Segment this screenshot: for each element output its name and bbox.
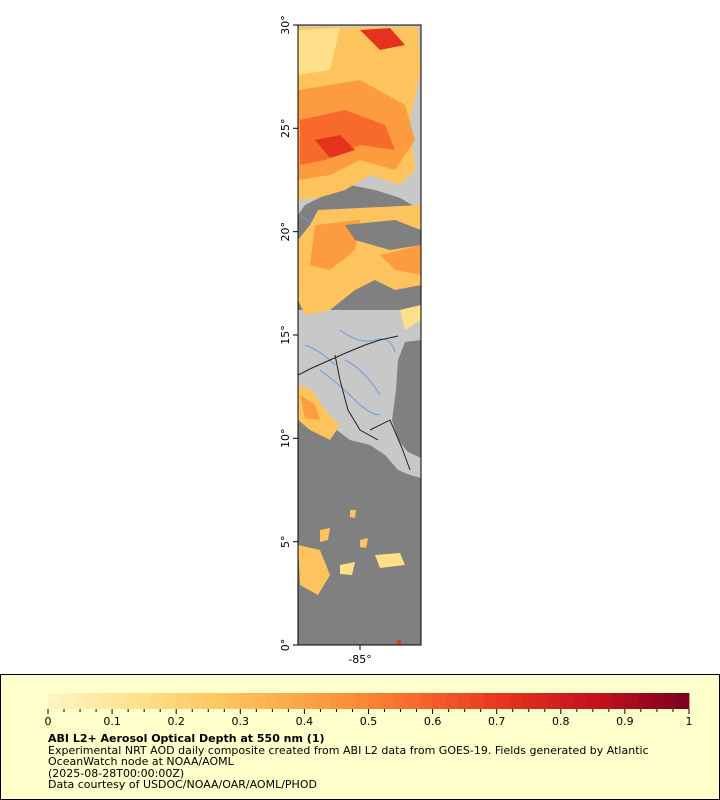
colorbar-cell [240, 693, 254, 709]
colorbar-cell [124, 693, 139, 709]
colorbar-cell [394, 693, 408, 709]
colorbar-cell [535, 693, 549, 709]
lat-tick-30: 30° [279, 15, 292, 35]
colorbar-cell [342, 693, 357, 709]
lat-tick-15: 15° [279, 325, 292, 345]
colorbar-cell [112, 693, 126, 709]
colorbar: 0 0.1 0.2 0.3 0.4 0.5 0.6 0.7 0.8 0.9 1 [45, 693, 693, 728]
colorbar-tick-label: 0.3 [232, 715, 250, 728]
colorbar-cell [522, 693, 536, 709]
colorbar-cell [560, 693, 575, 709]
colorbar-cell [509, 693, 523, 709]
colorbar-cell [471, 693, 485, 709]
colorbar-cell [573, 693, 587, 709]
colorbar-cell [278, 693, 292, 709]
colorbar-tick-label: 0 [45, 715, 52, 728]
colorbar-cells [48, 693, 690, 709]
colorbar-cell [214, 693, 228, 709]
lon-tick-minus85: -85° [348, 653, 371, 666]
colorbar-tick-label: 0.5 [360, 715, 378, 728]
lat-tick-20: 20° [279, 222, 292, 242]
colorbar-tick-label: 0.2 [167, 715, 185, 728]
colorbar-cell [599, 693, 613, 709]
colorbar-cell [676, 693, 690, 709]
colorbar-cell [663, 693, 677, 709]
colorbar-cell [624, 693, 639, 709]
colorbar-tick-label: 0.7 [488, 715, 506, 728]
colorbar-cell [483, 693, 498, 709]
colorbar-cell [368, 693, 382, 709]
colorbar-cell [253, 693, 267, 709]
lat-tick-25: 25° [279, 119, 292, 139]
map-figure: 0° 5° 10° 15° 20° 25° 30° -85° [279, 15, 422, 666]
colorbar-cell [419, 693, 433, 709]
colorbar-tick-label: 0.4 [296, 715, 314, 728]
colorbar-cell [445, 693, 459, 709]
colorbar-cell [137, 693, 151, 709]
colorbar-cell [650, 693, 664, 709]
colorbar-cell [586, 693, 600, 709]
colorbar-cell [406, 693, 421, 709]
lat-tick-5: 5° [279, 535, 292, 548]
legend-panel: 0 0.1 0.2 0.3 0.4 0.5 0.6 0.7 0.8 0.9 1 ABI L2+ Ae… [0, 674, 720, 800]
colorbar-cell [304, 693, 318, 709]
colorbar-cell [637, 693, 651, 709]
colorbar-cell [201, 693, 216, 709]
country-borders [298, 335, 411, 471]
colorbar-cell [73, 693, 87, 709]
colorbar-cell [458, 693, 472, 709]
map-plot-area [298, 25, 421, 645]
lat-axis: 0° 5° 10° 15° 20° 25° 30° [279, 15, 298, 651]
colorbar-cell [291, 693, 305, 709]
colorbar-cell [317, 693, 331, 709]
land-central-america [298, 310, 421, 478]
colorbar-cell [176, 693, 190, 709]
colorbar-tick-label: 0.9 [616, 715, 634, 728]
colorbar-cell [265, 693, 280, 709]
colorbar-tick-label: 1 [686, 715, 693, 728]
lat-tick-10: 10° [279, 429, 292, 449]
legend-credit: Data courtesy of USDOC/NOAA/OAR/AOML/PHO… [48, 778, 317, 791]
colorbar-cell [150, 693, 164, 709]
colorbar-tick-label: 0.8 [552, 715, 570, 728]
colorbar-cell [60, 693, 75, 709]
colorbar-cell [496, 693, 510, 709]
colorbar-cell [355, 693, 369, 709]
legend-title: ABI L2+ Aerosol Optical Depth at 550 nm … [48, 732, 325, 745]
colorbar-ticks: 0 0.1 0.2 0.3 0.4 0.5 0.6 0.7 0.8 0.9 1 [45, 709, 693, 728]
colorbar-cell [189, 693, 203, 709]
colorbar-cell [547, 693, 562, 709]
colorbar-tick-label: 0.1 [103, 715, 121, 728]
colorbar-cell [99, 693, 113, 709]
colorbar-cell [227, 693, 241, 709]
colorbar-cell [381, 693, 395, 709]
colorbar-cell [612, 693, 626, 709]
legend-description: Experimental NRT AOD daily composite cre… [48, 744, 649, 768]
lat-tick-0: 0° [279, 639, 292, 652]
colorbar-cell [48, 693, 62, 709]
colorbar-cell [163, 693, 177, 709]
colorbar-cell [86, 693, 100, 709]
legend-timestamp: (2025-08-28T00:00:00Z) [48, 767, 185, 780]
aod-field [298, 27, 421, 644]
colorbar-tick-label: 0.6 [424, 715, 442, 728]
colorbar-cell [432, 693, 446, 709]
lon-axis: -85° [348, 645, 372, 666]
colorbar-cell [330, 693, 344, 709]
